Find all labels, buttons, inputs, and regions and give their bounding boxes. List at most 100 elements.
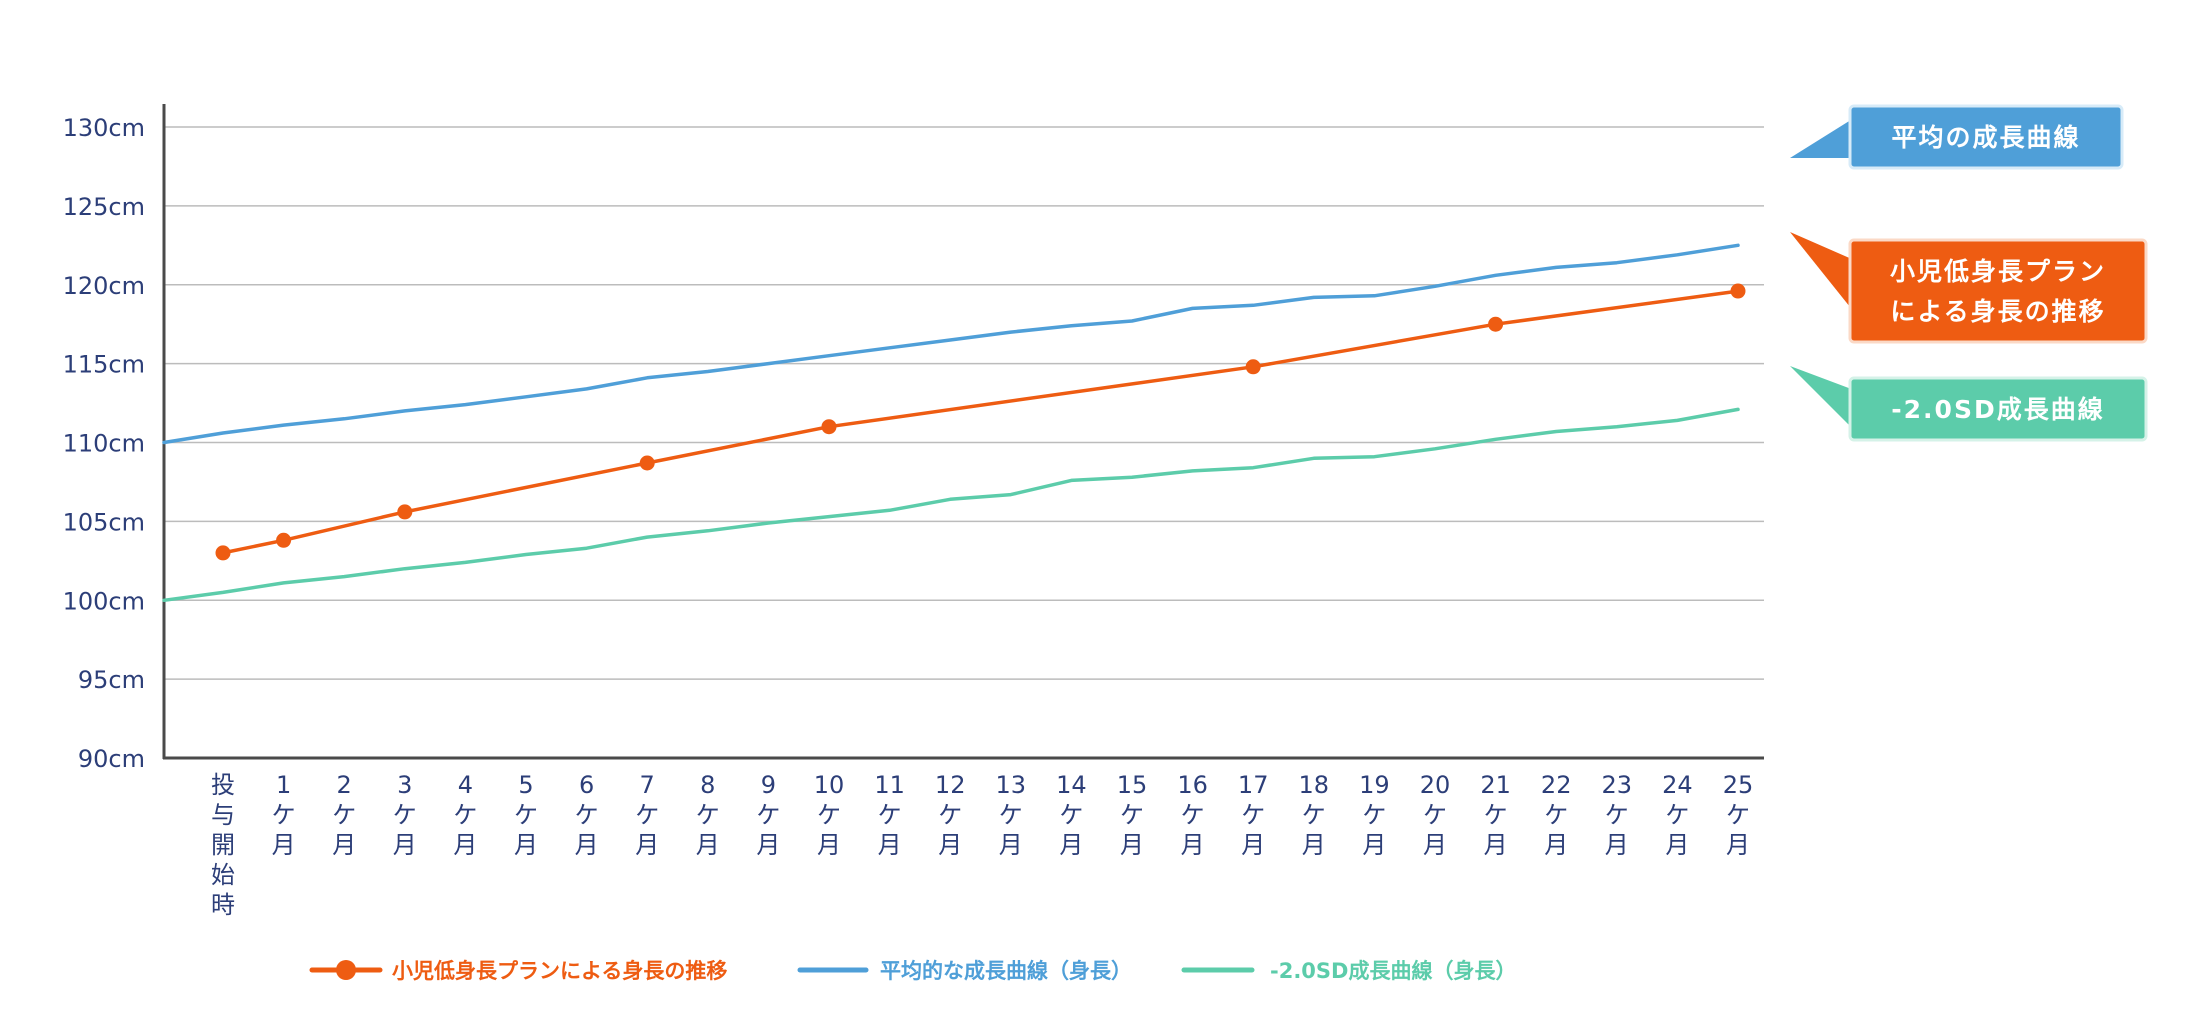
series-2 xyxy=(215,283,1746,561)
x-tick-char: 23 xyxy=(1602,771,1633,799)
x-tick-char: 月 xyxy=(1059,831,1083,859)
x-tick-char: ケ xyxy=(575,801,599,829)
x-tick-label: 4ケ月 xyxy=(453,771,477,859)
x-tick-char: 月 xyxy=(393,831,417,859)
x-tick-char: ケ xyxy=(1544,801,1568,829)
callout-label: による身長の推移 xyxy=(1890,297,2105,326)
x-tick-char: 8 xyxy=(700,771,715,799)
x-tick-char: 24 xyxy=(1662,771,1693,799)
x-tick-char: 月 xyxy=(332,831,356,859)
x-tick-char: ケ xyxy=(1241,801,1265,829)
legend-item: 平均的な成長曲線（身長） xyxy=(797,959,1132,983)
y-tick-label: 90cm xyxy=(78,745,145,773)
x-tick-char: 月 xyxy=(1423,831,1447,859)
x-tick-char: 22 xyxy=(1541,771,1572,799)
x-tick-label: 3ケ月 xyxy=(393,771,417,859)
y-tick-label: 100cm xyxy=(63,587,145,615)
x-tick-char: 月 xyxy=(514,831,538,859)
legend-label: -2.0SD成長曲線（身長） xyxy=(1270,959,1516,983)
x-tick-char: ケ xyxy=(696,801,720,829)
x-tick-char: ケ xyxy=(453,801,477,829)
x-tick-char: 月 xyxy=(1726,831,1750,859)
callout-pointer xyxy=(1790,232,1854,312)
legend-swatch-marker xyxy=(336,960,356,980)
x-tick-char: 12 xyxy=(935,771,966,799)
x-tick-char: 15 xyxy=(1117,771,1148,799)
y-tick-label: 105cm xyxy=(63,508,145,536)
callout-box xyxy=(1848,238,2148,344)
x-tick-char: ケ xyxy=(1181,801,1205,829)
y-tick-label: 130cm xyxy=(63,114,145,142)
x-tick-char: ケ xyxy=(332,801,356,829)
axes xyxy=(162,104,1764,760)
x-tick-char: 3 xyxy=(397,771,412,799)
x-tick-char: ケ xyxy=(1362,801,1386,829)
x-tick-char: 月 xyxy=(575,831,599,859)
x-tick-char: 月 xyxy=(1544,831,1568,859)
x-tick-char: ケ xyxy=(1059,801,1083,829)
callout-pointer xyxy=(1790,366,1854,430)
x-tick-char: 月 xyxy=(878,831,902,859)
data-point xyxy=(639,455,655,471)
x-tick-char: 月 xyxy=(1665,831,1689,859)
x-tick-char: 月 xyxy=(1302,831,1326,859)
x-tick-char: 1 xyxy=(276,771,291,799)
callout-2: -2.0SD成長曲線 xyxy=(1790,366,2148,442)
x-tick-char: 月 xyxy=(1181,831,1205,859)
x-tick-char: 開 xyxy=(211,831,235,859)
data-point xyxy=(821,419,837,435)
x-tick-label: 9ケ月 xyxy=(756,771,780,859)
series-lines xyxy=(162,243,1746,603)
legend-item: -2.0SD成長曲線（身長） xyxy=(1181,959,1516,983)
x-tick-char: 月 xyxy=(999,831,1023,859)
series-line xyxy=(162,243,1740,445)
series-line xyxy=(162,407,1740,603)
x-tick-label: 7ケ月 xyxy=(635,771,659,859)
x-tick-char: ケ xyxy=(938,801,962,829)
x-tick-char: 11 xyxy=(874,771,905,799)
data-point xyxy=(215,545,231,561)
x-tick-char: ケ xyxy=(817,801,841,829)
x-tick-char: 14 xyxy=(1056,771,1087,799)
legend: 小児低身長プランによる身長の推移 平均的な成長曲線（身長） -2.0SD成長曲線（身… xyxy=(309,959,1516,983)
x-tick-label: 6ケ月 xyxy=(575,771,599,859)
callout-1: 小児低身長プランによる身長の推移 xyxy=(1790,232,2148,344)
callout-label: 平均の成長曲線 xyxy=(1891,123,2080,152)
x-tick-char: ケ xyxy=(514,801,538,829)
x-tick-char: 月 xyxy=(817,831,841,859)
x-tick-label: 8ケ月 xyxy=(696,771,720,859)
x-tick-char: ケ xyxy=(1120,801,1144,829)
x-tick-char: ケ xyxy=(999,801,1023,829)
x-tick-char: 6 xyxy=(579,771,594,799)
data-point xyxy=(276,532,292,548)
x-tick-char: 月 xyxy=(635,831,659,859)
x-tick-char: 25 xyxy=(1723,771,1754,799)
x-tick-char: 月 xyxy=(1362,831,1386,859)
x-tick-char: 月 xyxy=(1605,831,1629,859)
series-line xyxy=(221,289,1740,555)
x-tick-char: 2 xyxy=(337,771,352,799)
x-tick-char: ケ xyxy=(1423,801,1447,829)
x-tick-char: 18 xyxy=(1299,771,1330,799)
x-tick-label: 5ケ月 xyxy=(514,771,538,859)
x-tick-char: 月 xyxy=(938,831,962,859)
y-tick-label: 110cm xyxy=(63,430,145,458)
x-tick-char: 17 xyxy=(1238,771,1269,799)
x-tick-char: 19 xyxy=(1359,771,1390,799)
x-tick-char: 10 xyxy=(814,771,845,799)
y-tick-label: 120cm xyxy=(63,272,145,300)
y-tick-label: 115cm xyxy=(63,351,145,379)
callout-label: -2.0SD成長曲線 xyxy=(1891,395,2104,424)
x-tick-char: ケ xyxy=(635,801,659,829)
y-tick-label: 125cm xyxy=(63,193,145,221)
data-point xyxy=(1245,359,1261,375)
x-tick-char: ケ xyxy=(756,801,780,829)
